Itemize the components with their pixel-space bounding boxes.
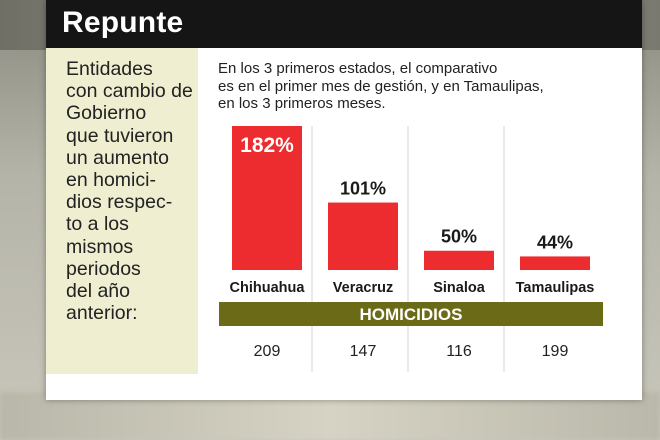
category-label: Veracruz	[333, 280, 393, 296]
bar-value-label: 50%	[441, 227, 477, 247]
chart-subtitle: En los 3 primeros estados, el comparativ…	[218, 60, 638, 113]
description-line: en homici-	[66, 169, 156, 192]
homicidios-value: 147	[350, 343, 377, 360]
description-line: Entidades	[66, 58, 153, 80]
homicidios-band-label: HOMICIDIOS	[360, 305, 463, 324]
description-line: del año	[66, 280, 130, 303]
bar-chihuahua	[232, 126, 302, 270]
bar-veracruz	[328, 202, 398, 270]
homicidios-value: 116	[446, 343, 472, 360]
page-title: Repunte	[62, 6, 184, 39]
description-line: mismos	[66, 235, 134, 258]
bar-sinaloa	[424, 250, 494, 270]
description-line: anterior:	[66, 302, 138, 325]
description-text: Entidades con cambio de Gobierno que tuvier…	[66, 58, 196, 324]
category-label: Tamaulipas	[516, 280, 595, 296]
homicidios-value: 199	[542, 343, 569, 360]
bar-value-label: 182%	[240, 134, 294, 157]
bar-tamaulipas	[520, 256, 590, 270]
description-line: un aumento	[66, 146, 169, 169]
homicidios-value: 209	[254, 343, 281, 360]
homicidios-band	[219, 302, 603, 326]
description-line: dios respec-	[66, 191, 173, 214]
description-line: que tuvieron	[66, 124, 174, 147]
bar-value-label: 44%	[537, 232, 573, 252]
card-bottom-strip	[46, 374, 642, 400]
bar-value-label: 101%	[340, 179, 386, 199]
description-line: con cambio de	[66, 80, 193, 103]
category-label: Sinaloa	[433, 280, 486, 296]
left-description-panel: Entidades con cambio de Gobierno que tuvier…	[46, 48, 198, 374]
description-line: Gobierno	[66, 102, 147, 125]
background-bottom	[0, 392, 660, 440]
description-line: periodos	[66, 257, 141, 280]
subtitle-line: En los 3 primeros estados, el comparativ…	[218, 60, 498, 77]
description-line: to a los	[66, 213, 129, 236]
subtitle-line: en los 3 primeros meses.	[218, 95, 386, 112]
subtitle-line: es en el primer mes de gestión, y en Tam…	[218, 77, 544, 95]
category-label: Chihuahua	[230, 280, 306, 296]
header-bar: Repunte	[46, 0, 642, 48]
